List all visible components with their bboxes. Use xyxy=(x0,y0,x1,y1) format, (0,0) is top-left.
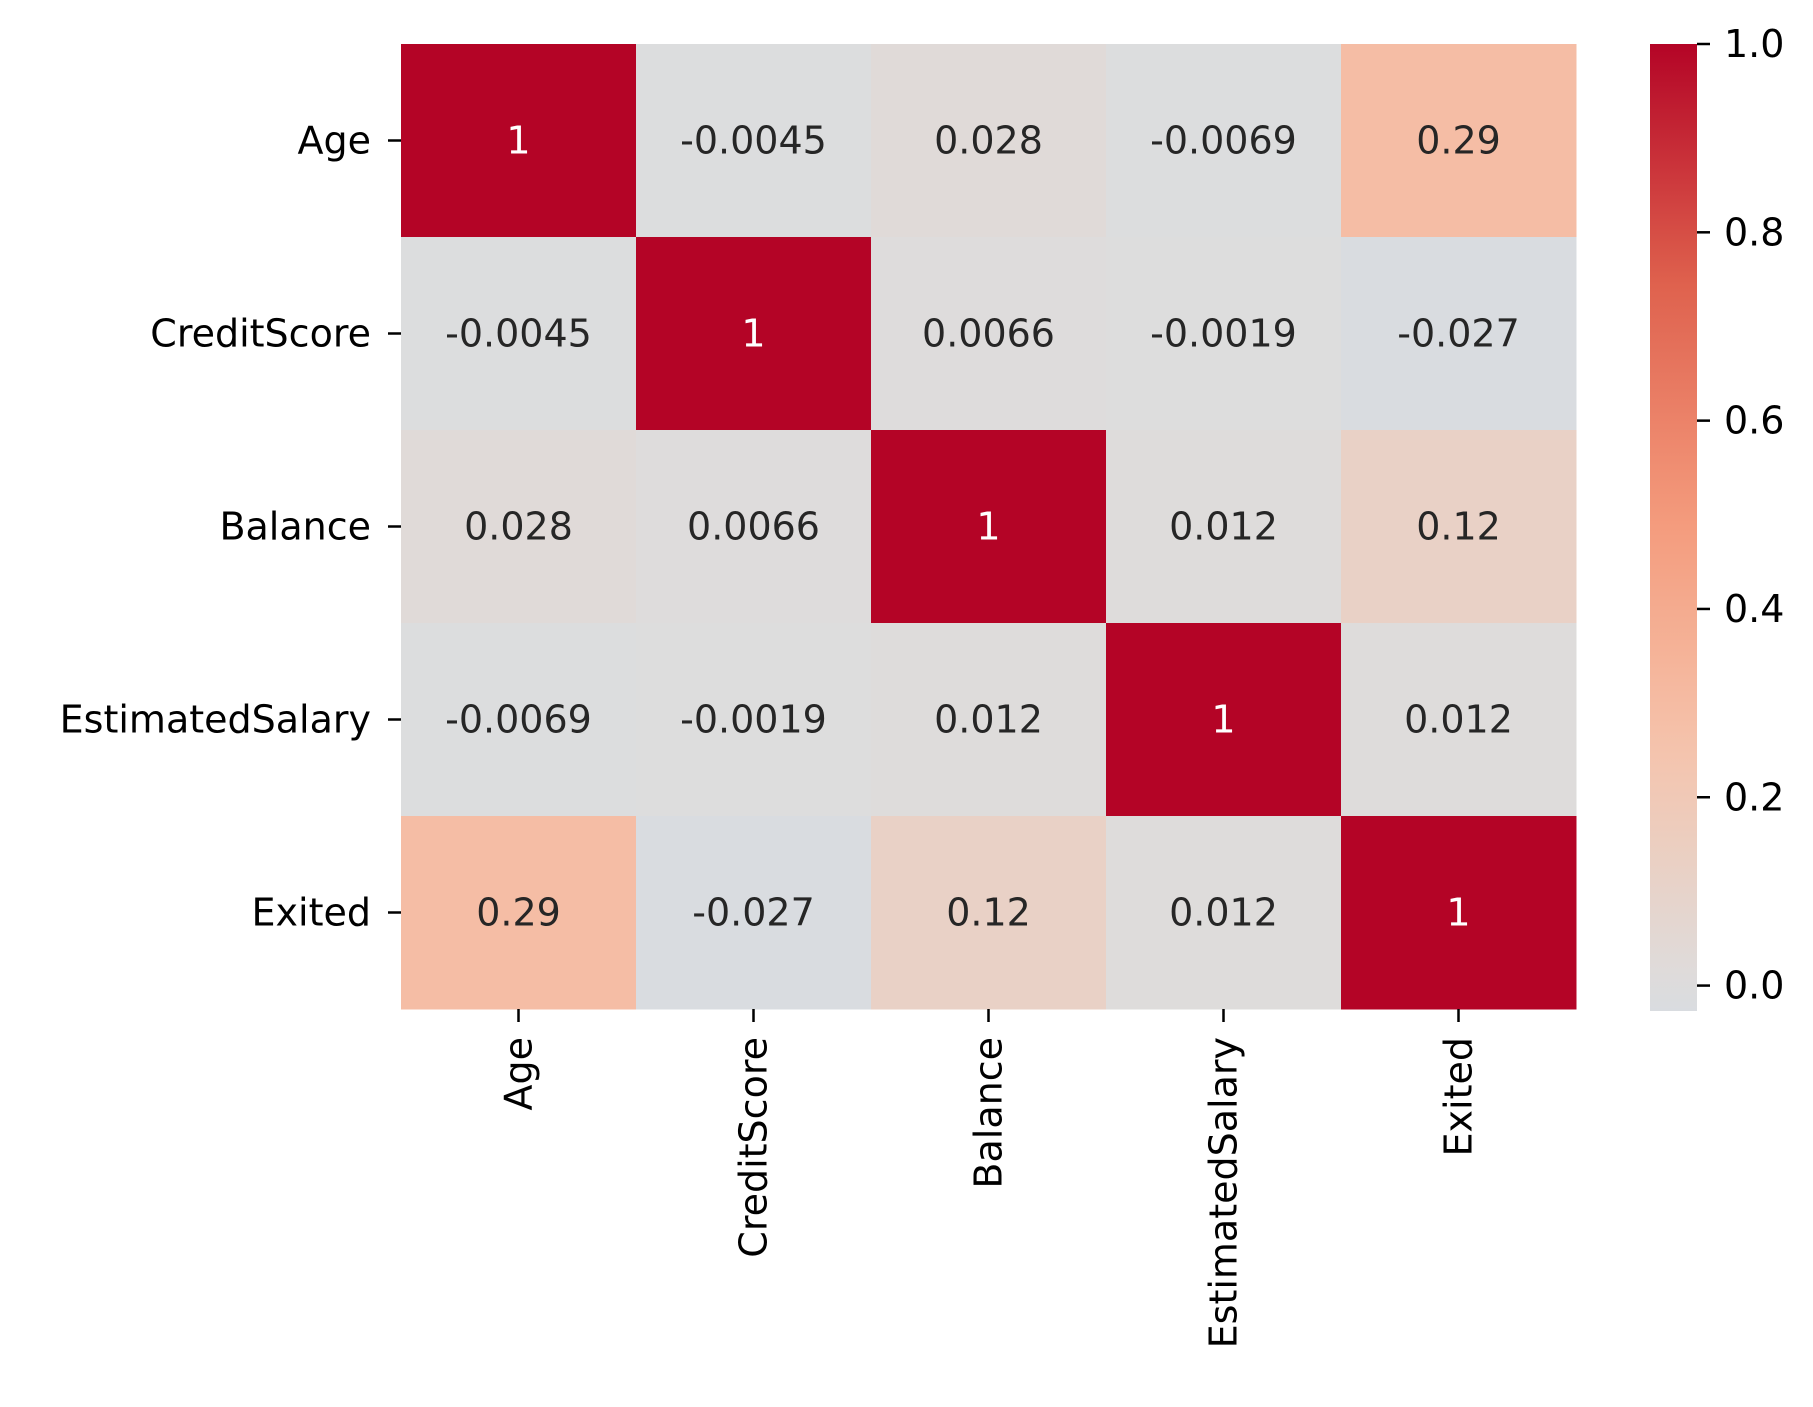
x-tick-label: EstimatedSalary xyxy=(1202,1037,1246,1348)
cell-annotation: 0.0066 xyxy=(687,505,820,549)
heatmap-cell xyxy=(1106,816,1342,1010)
x-tick-label: CreditScore xyxy=(732,1037,776,1258)
cell-annotation: -0.0069 xyxy=(445,698,592,742)
cell-annotation: 1 xyxy=(506,119,530,163)
cell-annotation: 1 xyxy=(1211,698,1235,742)
cell-annotation: 0.0066 xyxy=(922,312,1055,356)
x-tick-label: Age xyxy=(497,1037,541,1111)
cell-annotation: -0.027 xyxy=(1397,312,1520,356)
heatmap-cell xyxy=(401,237,637,431)
cell-annotation: 0.012 xyxy=(1169,891,1278,935)
heatmap-cell xyxy=(636,623,872,817)
heatmap-cell xyxy=(1106,237,1342,431)
heatmap-cell xyxy=(871,237,1107,431)
y-tick-label: Age xyxy=(298,119,372,163)
heatmap-cell xyxy=(1341,237,1577,431)
cell-annotation: 0.012 xyxy=(934,698,1043,742)
heatmap-cell xyxy=(1341,623,1577,817)
heatmap-cell xyxy=(1341,430,1577,624)
heatmap-cell xyxy=(1341,44,1577,238)
heatmap-cell xyxy=(401,44,637,238)
cell-annotation: 0.028 xyxy=(934,119,1043,163)
colorbar-tick-label: 0.2 xyxy=(1724,775,1784,819)
cell-annotation: 1 xyxy=(1446,891,1470,935)
cell-annotation: -0.0045 xyxy=(445,312,592,356)
colorbar-tick-label: 0.4 xyxy=(1724,587,1784,631)
cell-annotation: -0.0019 xyxy=(680,698,827,742)
heatmap-cell xyxy=(1106,623,1342,817)
colorbar-gradient xyxy=(1650,44,1697,1011)
x-axis: Age CreditScore Balance EstimatedSalary Exit… xyxy=(497,1009,1481,1348)
cell-annotation: 0.028 xyxy=(464,505,573,549)
y-tick-label: EstimatedSalary xyxy=(60,698,371,742)
heatmap-cell xyxy=(1106,44,1342,238)
cell-annotation: -0.0045 xyxy=(680,119,827,163)
x-tick-label: Balance xyxy=(967,1037,1011,1189)
colorbar: 0.0 0.2 0.4 0.6 0.8 1.0 xyxy=(1650,22,1784,1011)
heatmap-cell xyxy=(871,44,1107,238)
cell-annotation: 0.29 xyxy=(1416,119,1501,163)
colorbar-tick-label: 0.8 xyxy=(1724,210,1784,254)
heatmap-cell xyxy=(636,816,872,1010)
colorbar-tick-label: 0.6 xyxy=(1724,399,1784,443)
heatmap-cell xyxy=(636,237,872,431)
heatmap-cell xyxy=(401,816,637,1010)
cell-annotation: 1 xyxy=(741,312,765,356)
heatmap-cell xyxy=(401,623,637,817)
cell-annotation: -0.0019 xyxy=(1150,312,1297,356)
heatmap-cell xyxy=(871,816,1107,1010)
cell-annotation: 0.12 xyxy=(946,891,1031,935)
cell-annotation: 0.29 xyxy=(476,891,561,935)
y-tick-label: Balance xyxy=(219,505,371,549)
y-axis: Age CreditScore Balance EstimatedSalary Exit… xyxy=(60,119,401,935)
heatmap-cell xyxy=(401,430,637,624)
heatmap-cell xyxy=(1106,430,1342,624)
cell-annotation: 0.012 xyxy=(1169,505,1278,549)
cell-annotation: -0.0069 xyxy=(1150,119,1297,163)
heatmap-cell xyxy=(636,44,872,238)
colorbar-tick-label: 0.0 xyxy=(1724,964,1784,1008)
cell-annotation: 1 xyxy=(976,505,1000,549)
y-tick-label: Exited xyxy=(252,891,371,935)
heatmap-cell xyxy=(871,623,1107,817)
x-tick-label: Exited xyxy=(1437,1037,1481,1156)
heatmap-cell xyxy=(871,430,1107,624)
cell-annotation: -0.027 xyxy=(692,891,815,935)
cell-annotation: 0.12 xyxy=(1416,505,1501,549)
cell-annotation: 0.012 xyxy=(1404,698,1513,742)
heatmap-cell xyxy=(636,430,872,624)
heatmap-cells: 1 -0.0045 0.028 -0.0069 0.29 -0.0045 1 0.0066 -0… xyxy=(401,44,1577,1010)
colorbar-tick-label: 1.0 xyxy=(1724,22,1784,66)
heatmap-cell xyxy=(1341,816,1577,1010)
y-tick-label: CreditScore xyxy=(150,312,371,356)
